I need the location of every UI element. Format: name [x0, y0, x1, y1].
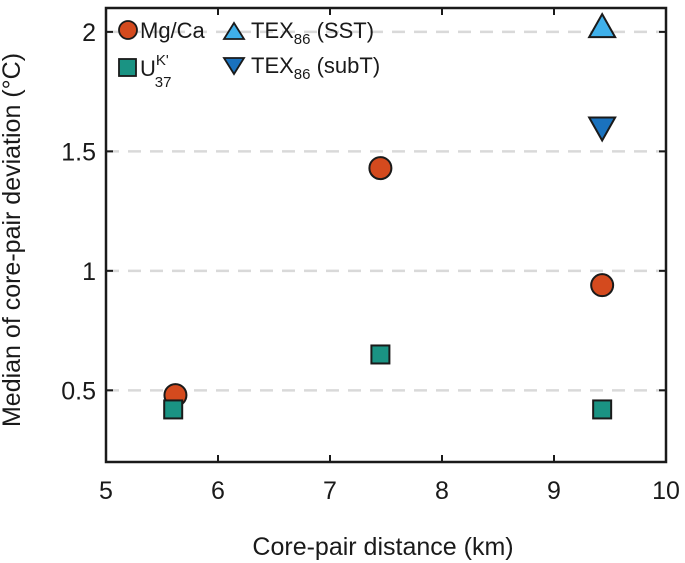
y-tick-label: 1: [82, 258, 96, 286]
point-tex86-sst: [587, 12, 617, 39]
point-mg-ca: [368, 156, 393, 181]
y-tick-label: 0.5: [61, 377, 96, 405]
point-uk-37: [163, 399, 184, 420]
grid-lines: [106, 30, 666, 392]
point-uk-37: [370, 344, 391, 365]
legend-marker-tex86-subt: [222, 57, 246, 76]
data-points: [163, 12, 617, 420]
x-tick-label: 6: [211, 477, 225, 505]
x-tick-label: 10: [652, 477, 680, 505]
legend-label-tex86-subt: TEX86 (subT): [251, 53, 380, 83]
x-axis-label: Core-pair distance (km): [252, 533, 513, 561]
legend-label-uk37: UK' 37: [140, 52, 171, 91]
point-uk-37: [592, 399, 613, 420]
y-axis-label: Median of core-pair deviation (°C): [0, 53, 26, 427]
legend-label-mgca: Mg/Ca: [140, 18, 206, 43]
y-tick-label: 1.5: [61, 138, 96, 166]
legend-marker-mgca: [118, 20, 138, 40]
legend-marker-tex86-sst: [222, 21, 246, 40]
legend: Mg/Ca UK' 37 TEX86 (SST) TEX86 (subT): [118, 18, 380, 91]
x-tick-label: 8: [435, 477, 449, 505]
point-tex86-subt: [587, 116, 617, 143]
legend-marker-uk37: [118, 58, 137, 77]
plot-frame: [104, 6, 668, 464]
x-tick-label: 7: [323, 477, 337, 505]
x-tick-label: 5: [99, 477, 113, 505]
axis-ticks: 0.5 1 1.5 2 5 6 7 8 9 10: [61, 8, 680, 505]
point-mg-ca: [590, 273, 615, 298]
y-tick-label: 2: [82, 19, 96, 47]
legend-label-tex86-sst: TEX86 (SST): [251, 18, 374, 48]
x-tick-label: 9: [547, 477, 561, 505]
